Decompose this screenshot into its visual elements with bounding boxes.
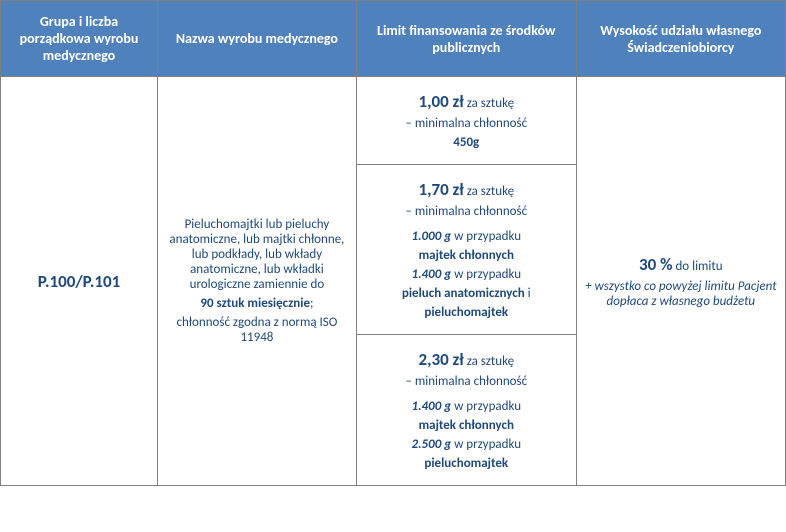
limit3-w2: 2.500 g (411, 437, 451, 452)
limit2-minlabel: – minimalna chłonność (405, 204, 527, 219)
limit2-t2b: pieluch anatomicznych (402, 286, 525, 301)
header-share: Wysokość udziału własnego Świadczeniobio… (576, 1, 785, 77)
limit2-w2: 1.400 g (411, 267, 451, 282)
limit2-t2c: i (525, 286, 531, 301)
limit3-t2b: pieluchomajtek (424, 456, 508, 471)
finance-table: Grupa i liczba porządkowa wyrobu medyczn… (0, 0, 786, 486)
limit-cell-1: 1,00 zł za sztukę – minimalna chłonność … (356, 77, 576, 165)
name-text-2: chłonność zgodna z normą ISO 11948 (176, 315, 337, 345)
name-sep: ; (310, 296, 313, 311)
limit1-weight: 450g (453, 135, 479, 150)
limit3-t1b: majtek chłonnych (419, 418, 514, 433)
header-group: Grupa i liczba porządkowa wyrobu medyczn… (1, 1, 158, 77)
limit2-price: 1,70 zł (418, 179, 463, 200)
limit2-t2d: pieluchomajtek (424, 305, 508, 320)
limit-cell-2: 1,70 zł za sztukę – minimalna chłonność … (356, 165, 576, 335)
limit2-t1a: w przypadku (451, 229, 521, 244)
name-qty: 90 sztuk miesięcznie (200, 296, 310, 311)
limit2-w1: 1.000 g (411, 229, 451, 244)
name-text-1: Pieluchomajtki lub pieluchy anatomiczne,… (169, 217, 344, 292)
share-cell: 30 % do limitu + wszystko co powyżej lim… (576, 77, 785, 486)
limit1-per: za sztukę (464, 96, 514, 111)
limit3-t1a: w przypadku (451, 399, 521, 414)
share-pct: 30 % (639, 254, 672, 275)
group-code-cell: P.100/P.101 (1, 77, 158, 486)
product-name-cell: Pieluchomajtki lub pieluchy anatomiczne,… (158, 77, 357, 486)
share-note: + wszystko co powyżej limitu Pacjent dop… (585, 279, 777, 309)
header-name: Nazwa wyrobu medycznego (158, 1, 357, 77)
header-limit: Limit finansowania ze środków publicznyc… (356, 1, 576, 77)
limit3-price: 2,30 zł (418, 349, 463, 370)
header-row: Grupa i liczba porządkowa wyrobu medyczn… (1, 1, 786, 77)
table-row: P.100/P.101 Pieluchomajtki lub pieluchy … (1, 77, 786, 165)
limit2-t2a: w przypadku (451, 267, 521, 282)
share-label: do limitu (673, 259, 723, 274)
limit1-minlabel: – minimalna chłonność (405, 116, 527, 131)
limit-cell-3: 2,30 zł za sztukę – minimalna chłonność … (356, 335, 576, 486)
limit3-minlabel: – minimalna chłonność (405, 374, 527, 389)
limit3-w1: 1.400 g (411, 399, 451, 414)
limit1-price: 1,00 zł (418, 91, 463, 112)
limit3-t2a: w przypadku (451, 437, 521, 452)
limit2-per: za sztukę (464, 184, 514, 199)
limit3-per: za sztukę (464, 354, 514, 369)
group-code: P.100/P.101 (38, 271, 120, 292)
limit2-t1b: majtek chłonnych (419, 248, 514, 263)
